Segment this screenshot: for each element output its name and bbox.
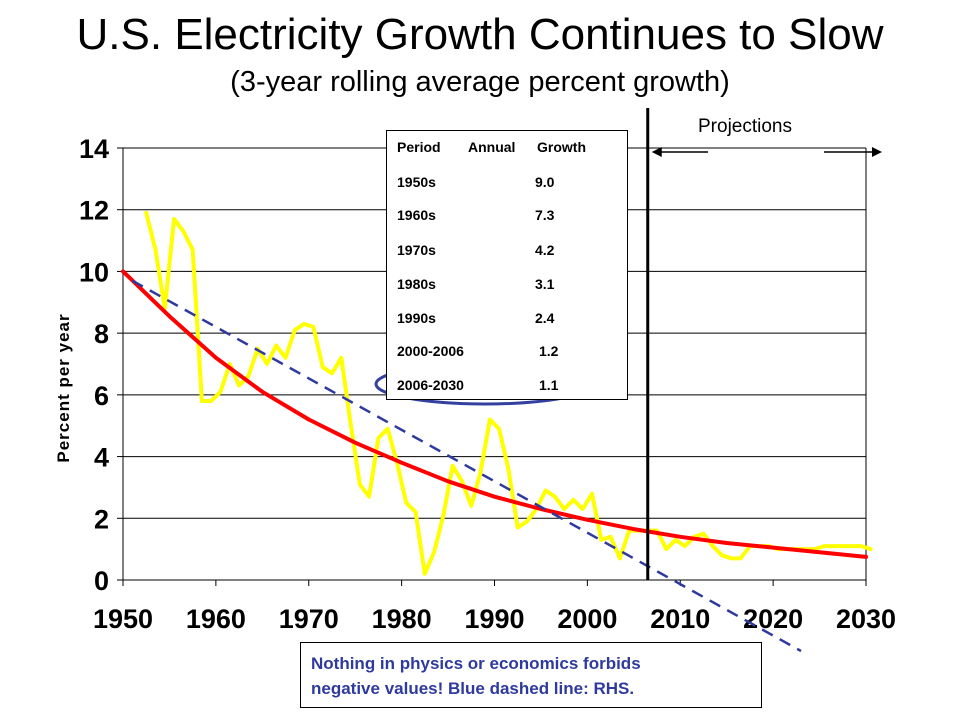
table-row: 2000-2006 1.2 (387, 343, 629, 363)
table-cell-period: 1950s (397, 174, 436, 190)
table-row-highlighted: 2006-2030 1.1 (387, 377, 629, 397)
x-tick-label: 2020 (743, 604, 803, 634)
table-cell-period: 2006-2030 (397, 377, 464, 393)
chart-title: U.S. Electricity Growth Continues to Slo… (76, 10, 884, 59)
series-line-2 (131, 279, 802, 653)
x-tick-labels: 1950 1960 1970 1980 1990 2000 2010 2020 2030 (93, 604, 896, 634)
series-lines (121, 210, 873, 653)
table-row: 1970s 4.2 (387, 242, 629, 262)
projections-label: Projections (698, 116, 792, 137)
table-row: 1980s 3.1 (387, 276, 629, 296)
y-tick-label: 8 (94, 319, 109, 349)
x-tick-label: 2010 (650, 604, 710, 634)
axes (117, 147, 867, 586)
y-tick-label: 2 (94, 504, 109, 534)
table-cell-value: 4.2 (535, 242, 555, 258)
table-cell-value: 1.1 (539, 377, 559, 393)
x-tick-label: 1950 (93, 604, 153, 634)
y-axis-label: Percent per year (54, 313, 73, 462)
table-header-growth: Growth (537, 139, 586, 155)
y-tick-label: 10 (79, 257, 109, 287)
note-line-1: Nothing in physics or economics forbids (311, 654, 641, 673)
table-cell-value: 3.1 (535, 276, 555, 292)
table-cell-period: 1960s (397, 207, 436, 223)
projection-arrow-left-head (651, 147, 662, 157)
table-header-row: Period Annual Growth (387, 139, 629, 159)
table-cell-value: 9.0 (535, 174, 555, 190)
y-tick-label: 12 (79, 196, 109, 226)
table-header-period: Period (397, 139, 441, 155)
table-cell-value: 1.2 (539, 343, 559, 359)
table-header-annual: Annual (468, 139, 516, 155)
table-row: 1950s 9.0 (387, 174, 629, 194)
y-tick-labels: 0 2 4 6 8 10 12 14 (79, 134, 109, 596)
y-tick-label: 4 (94, 443, 109, 473)
x-tick-label: 2030 (836, 604, 896, 634)
chart-subtitle: (3-year rolling average percent growth) (230, 66, 730, 98)
series-line-1 (121, 269, 868, 559)
x-tick-label: 1990 (464, 604, 524, 634)
table-cell-period: 1990s (397, 310, 436, 326)
note-box: Nothing in physics or economics forbids … (300, 642, 762, 708)
y-tick-label: 0 (94, 566, 109, 596)
y-tick-label: 6 (94, 381, 109, 411)
x-tick-label: 1970 (279, 604, 339, 634)
table-cell-period: 1970s (397, 242, 436, 258)
x-tick-label: 2000 (557, 604, 617, 634)
table-cell-value: 2.4 (535, 310, 555, 326)
table-row: 1960s 7.3 (387, 207, 629, 227)
y-tick-label: 14 (79, 134, 109, 164)
table-cell-period: 2000-2006 (397, 343, 464, 359)
x-tick-label: 1960 (186, 604, 246, 634)
table-row: 1990s 2.4 (387, 310, 629, 330)
note-line-2: negative values! Blue dashed line: RHS. (311, 679, 635, 698)
x-tick-label: 1980 (372, 604, 432, 634)
growth-table: Period Annual Growth 1950s 9.0 1960s 7.3… (386, 130, 628, 400)
projection-arrow-right-head (872, 147, 882, 157)
table-cell-value: 7.3 (535, 207, 555, 223)
table-cell-period: 1980s (397, 276, 436, 292)
